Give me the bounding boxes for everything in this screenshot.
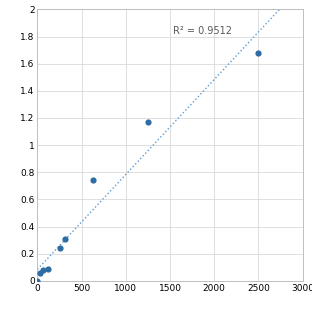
Point bbox=[46, 266, 51, 271]
Text: R² = 0.9512: R² = 0.9512 bbox=[173, 26, 232, 36]
Point bbox=[63, 236, 68, 241]
Point bbox=[41, 267, 46, 272]
Point bbox=[145, 119, 150, 124]
Point bbox=[38, 271, 43, 276]
Point bbox=[35, 278, 40, 283]
Point bbox=[90, 178, 95, 183]
Point bbox=[256, 50, 261, 55]
Point bbox=[57, 246, 62, 251]
